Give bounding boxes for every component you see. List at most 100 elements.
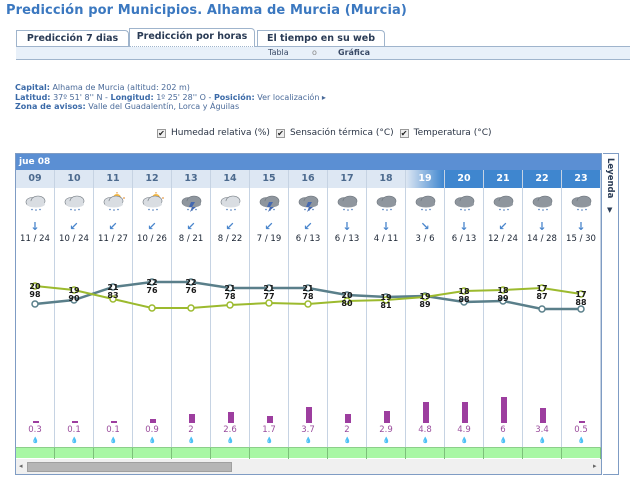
precip-bar [540, 408, 546, 423]
scroll-right-icon[interactable]: ▸ [593, 462, 597, 470]
horizontal-scrollbar[interactable]: ◂ ▸ [16, 459, 601, 474]
wind-speed: 12 / 24 [488, 234, 518, 244]
rain-drops-icon: 💧 [382, 437, 390, 444]
weather-heavy-cloud-rain-icon [530, 192, 556, 212]
hour-label: 18 [367, 170, 405, 188]
sensacion-checkbox[interactable]: ✔ [275, 128, 285, 138]
precip-value: 3.7 [301, 425, 315, 435]
weather-heavy-cloud-rain-icon [413, 192, 439, 212]
hour-label: 19 [406, 170, 444, 188]
wind-direction-icon: ↓ [537, 220, 547, 233]
hour-label: 13 [172, 170, 210, 188]
green-cell [211, 448, 250, 459]
temp-humidity-label: 19 90 [68, 286, 80, 303]
wind-direction-icon: ↓ [342, 220, 352, 233]
temp-humidity-label: 20 80 [341, 291, 353, 308]
zona-value: Valle del Guadalentín, Lorca y Águilas [88, 102, 240, 111]
green-cell [94, 448, 133, 459]
green-cell [16, 448, 55, 459]
wind-speed: 6 / 13 [451, 234, 477, 244]
wind-direction-icon: ↓ [30, 220, 40, 233]
wind-direction-icon: ↙ [303, 220, 313, 233]
hour-label: 22 [523, 170, 561, 188]
precip-bar [33, 421, 39, 423]
precip-bar [306, 407, 312, 423]
precip-bar [72, 421, 78, 423]
wind-speed: 6 / 13 [295, 234, 321, 244]
rain-drops-icon: 💧 [109, 437, 117, 444]
temp-humidity-label: 21 78 [302, 284, 314, 301]
view-toggle-bar: Tabla o Gráfica [16, 46, 630, 60]
hour-column: 16 ↙ 6 / 13 3.7 💧 [289, 170, 328, 452]
green-cell [55, 448, 94, 459]
humedad-checkbox[interactable]: ✔ [157, 128, 166, 138]
wind-speed: 11 / 27 [98, 234, 128, 244]
temp-humidity-label: 17 88 [575, 290, 587, 307]
wind-speed: 10 / 24 [59, 234, 89, 244]
wind-speed: 8 / 21 [178, 234, 204, 244]
tab-prediccion-por-horas[interactable]: Predicción por horas [129, 28, 255, 47]
legend-panel[interactable]: Leyenda ▼ [603, 153, 619, 475]
hour-column: 15 ↙ 7 / 19 1.7 💧 [250, 170, 289, 452]
precip-bar [345, 414, 351, 423]
hour-column: 23 ↓ 15 / 30 0.5 💧 [562, 170, 601, 452]
green-cell [484, 448, 523, 459]
tab-el-tiempo-en-su-web[interactable]: El tiempo en su web [257, 30, 385, 46]
precip-value: 2.6 [223, 425, 237, 435]
green-cell [523, 448, 562, 459]
scroll-thumb[interactable] [27, 462, 232, 472]
hour-label: 15 [250, 170, 288, 188]
green-cell [406, 448, 445, 459]
separator: o [312, 48, 317, 57]
green-cell [250, 448, 289, 459]
humedad-label: Humedad relativa (%) [171, 128, 270, 138]
temperatura-checkbox[interactable]: ✔ [399, 128, 409, 138]
wind-speed: 11 / 24 [20, 234, 50, 244]
hour-column: 17 ↓ 6 / 13 2 💧 [328, 170, 367, 452]
precip-bar [462, 401, 468, 423]
precip-value: 0.1 [67, 425, 81, 435]
rain-drops-icon: 💧 [265, 437, 273, 444]
precip-value: 0.1 [106, 425, 120, 435]
precip-value: 2 [188, 425, 194, 435]
precip-bar [111, 421, 117, 423]
wind-direction-icon: ↙ [186, 220, 196, 233]
wind-direction-icon: ↓ [381, 220, 391, 233]
green-cell [328, 448, 367, 459]
hour-label: 16 [289, 170, 327, 188]
ver-localizacion-link[interactable]: Ver localización ▸ [257, 92, 326, 102]
temp-humidity-label: 21 83 [107, 283, 119, 300]
hour-label: 20 [445, 170, 483, 188]
latitud-label: Latitud: [15, 92, 51, 102]
temp-humidity-label: 22 76 [146, 278, 158, 295]
temperatura-label: Temperatura (°C) [413, 128, 492, 138]
hour-column: 10 ↙ 10 / 24 0.1 💧 [55, 170, 94, 452]
temp-humidity-label: 19 81 [380, 293, 392, 310]
grafica-link[interactable]: Gráfica [338, 48, 370, 57]
hour-column: 20 ↓ 6 / 13 4.9 💧 [445, 170, 484, 452]
longitud-value: 1º 25' 28'' O - [156, 92, 212, 102]
precip-value: 3.4 [535, 425, 549, 435]
wind-direction-icon: ↙ [108, 220, 118, 233]
legend-expand-icon[interactable]: ▼ [607, 206, 613, 214]
weather-heavy-cloud-rain-icon [374, 192, 400, 212]
hour-label: 12 [133, 170, 171, 188]
rain-drops-icon: 💧 [226, 437, 234, 444]
tabla-link[interactable]: Tabla [268, 48, 289, 57]
wind-direction-icon: ↘ [420, 220, 430, 233]
hour-label: 23 [562, 170, 600, 188]
temp-humidity-label: 22 76 [185, 278, 197, 295]
tab-prediccion-7-dias[interactable]: Predicción 7 dias [16, 30, 129, 46]
tab-bar: Predicción 7 dias Predicción por horas E… [16, 28, 630, 47]
hour-label: 14 [211, 170, 249, 188]
scroll-left-icon[interactable]: ◂ [19, 462, 23, 470]
temp-humidity-label: 18 89 [497, 286, 509, 303]
rain-drops-icon: 💧 [343, 437, 351, 444]
hour-column: 21 ↙ 12 / 24 6 💧 [484, 170, 523, 452]
day-header: jue 08 [16, 154, 601, 170]
precip-bar [150, 419, 156, 423]
green-cell [172, 448, 211, 459]
precip-value: 0.3 [28, 425, 42, 435]
precip-value: 4.8 [418, 425, 432, 435]
precip-value: 2.9 [379, 425, 393, 435]
